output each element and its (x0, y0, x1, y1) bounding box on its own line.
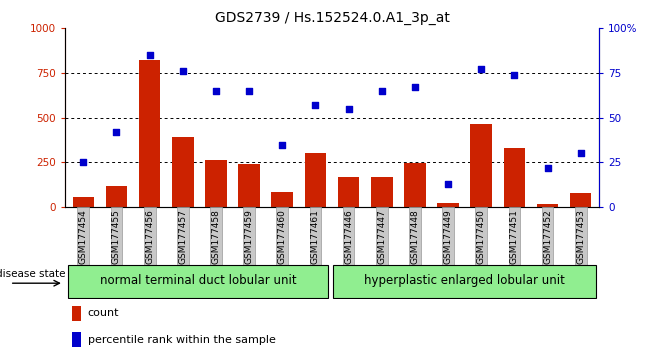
Text: GSM177447: GSM177447 (377, 209, 386, 263)
Bar (404, 163, 426, 207)
Text: GSM177460: GSM177460 (278, 209, 287, 264)
Text: GSM177452: GSM177452 (543, 209, 552, 263)
Bar (305, 154, 326, 207)
Point (343, 106, 353, 112)
Point (509, 72, 519, 78)
Point (178, 68, 188, 74)
Text: GSM177457: GSM177457 (178, 209, 187, 264)
Text: GSM177453: GSM177453 (576, 209, 585, 264)
Bar (72, 332, 81, 347)
Text: GSM177461: GSM177461 (311, 209, 320, 264)
Bar (238, 164, 260, 207)
Bar (371, 177, 393, 207)
Point (211, 88, 221, 94)
Text: GSM177450: GSM177450 (477, 209, 486, 264)
FancyBboxPatch shape (68, 265, 328, 298)
Text: percentile rank within the sample: percentile rank within the sample (87, 335, 275, 345)
Bar (72, 306, 81, 321)
Text: GSM177446: GSM177446 (344, 209, 353, 263)
FancyBboxPatch shape (333, 265, 596, 298)
Bar (105, 185, 127, 207)
Point (78, 160, 89, 165)
Bar (437, 202, 459, 207)
Text: GSM177449: GSM177449 (443, 209, 452, 263)
Bar (570, 193, 592, 207)
Bar (172, 137, 193, 207)
Bar (139, 61, 160, 207)
Text: GSM177458: GSM177458 (212, 209, 221, 264)
Bar (504, 148, 525, 207)
Text: GSM177459: GSM177459 (245, 209, 254, 264)
Point (277, 142, 288, 147)
Bar (471, 124, 492, 207)
Point (145, 52, 155, 58)
Point (542, 165, 553, 171)
Text: hyperplastic enlarged lobular unit: hyperplastic enlarged lobular unit (365, 274, 565, 287)
Bar (72, 197, 94, 207)
Text: normal terminal duct lobular unit: normal terminal duct lobular unit (100, 274, 296, 287)
Point (476, 67, 486, 72)
Point (409, 85, 420, 90)
Text: GSM177454: GSM177454 (79, 209, 88, 263)
Bar (271, 192, 293, 207)
Text: GSM177448: GSM177448 (410, 209, 419, 263)
Point (111, 129, 122, 135)
Title: GDS2739 / Hs.152524.0.A1_3p_at: GDS2739 / Hs.152524.0.A1_3p_at (215, 11, 449, 24)
Point (244, 88, 255, 94)
Point (575, 151, 586, 156)
Text: GSM177451: GSM177451 (510, 209, 519, 264)
Text: GSM177455: GSM177455 (112, 209, 121, 264)
Bar (205, 160, 227, 207)
Text: disease state: disease state (0, 269, 66, 279)
Point (376, 88, 387, 94)
Bar (537, 204, 559, 207)
Text: count: count (87, 308, 119, 318)
Point (311, 102, 321, 108)
Bar (338, 177, 359, 207)
Point (443, 181, 453, 187)
Text: GSM177456: GSM177456 (145, 209, 154, 264)
